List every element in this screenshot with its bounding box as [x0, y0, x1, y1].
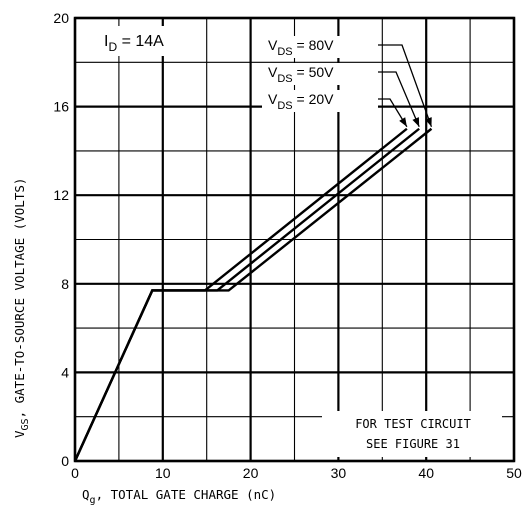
x-tick-label: 0 — [71, 465, 79, 481]
x-tick-label: 10 — [155, 465, 171, 481]
y-tick-label: 12 — [53, 187, 69, 203]
x-tick-labels: 0 10 20 30 40 50 — [71, 465, 522, 481]
series-label-bg — [262, 90, 378, 112]
series-labels: VDS = 80V VDS = 50V VDS = 20V — [262, 36, 378, 112]
x-tick-label: 20 — [243, 465, 259, 481]
condition-label-bg — [94, 26, 190, 56]
series-label-50v: VDS = 50V — [268, 64, 334, 85]
series-label-bg — [262, 36, 378, 58]
series-line-20v — [73, 127, 408, 462]
y-tick-label: 20 — [53, 10, 69, 26]
pointer-arrowhead — [412, 117, 420, 127]
x-axis-title: Qg, TOTAL GATE CHARGE (nC) — [82, 487, 276, 506]
y-tick-label: 8 — [61, 276, 69, 292]
y-tick-labels: 0 4 8 12 16 20 — [53, 10, 69, 469]
pointer-line — [368, 44, 433, 127]
plot-frame — [73, 16, 516, 463]
condition-label: ID = 14A — [104, 33, 164, 54]
series-label-bg — [262, 63, 378, 85]
y-tick-label: 16 — [53, 99, 69, 115]
y-tick-label: 4 — [61, 364, 69, 380]
test-note-line-2: SEE FIGURE 31 — [366, 437, 460, 451]
x-tick-label: 30 — [331, 465, 347, 481]
pointer-arrowhead — [425, 117, 432, 127]
series-curves — [73, 127, 433, 462]
series-label-20v: VDS = 20V — [268, 91, 334, 112]
series-label-80v: VDS = 80V — [268, 37, 334, 58]
x-tick-label: 40 — [418, 465, 434, 481]
y-tick-label: 0 — [61, 453, 69, 469]
test-note-line-1: FOR TEST CIRCUIT — [355, 417, 471, 431]
test-note-bg — [322, 411, 502, 457]
x-tick-label: 50 — [506, 465, 522, 481]
pointer-arrowhead — [399, 117, 407, 127]
y-axis-title: VGS, GATE-TO-SOURCE VOLTAGE (VOLTS) — [12, 178, 31, 438]
